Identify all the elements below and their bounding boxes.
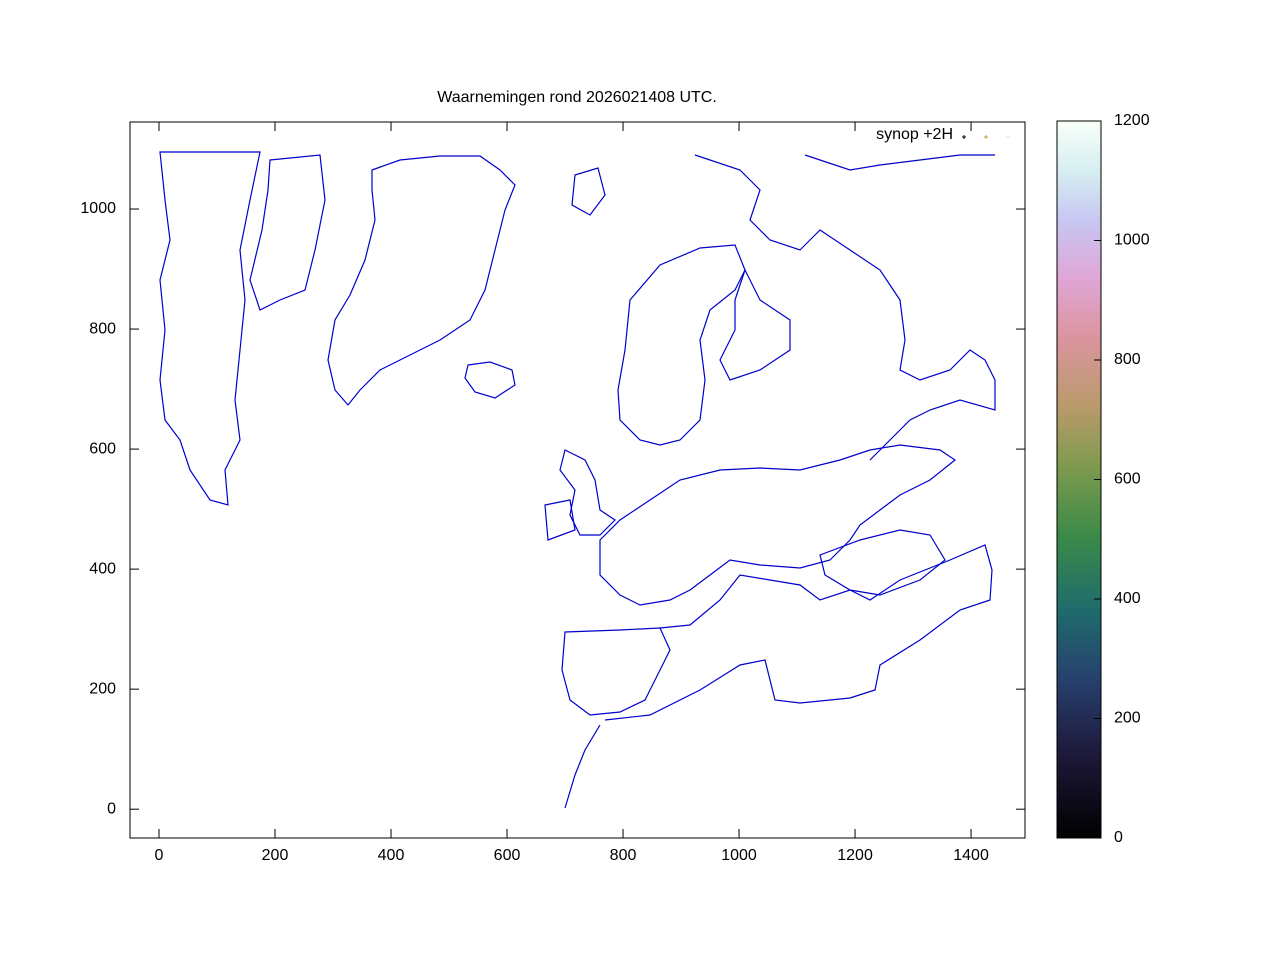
colorbar-tick-label: 0 xyxy=(1114,829,1123,846)
colorbar-tick-label: 200 xyxy=(1114,710,1141,727)
x-tick-label: 600 xyxy=(494,847,521,864)
x-tick-label: 800 xyxy=(610,847,637,864)
x-tick-label: 400 xyxy=(378,847,405,864)
colorbar-tick-label: 1000 xyxy=(1114,232,1150,249)
colorbar-tick-label: 600 xyxy=(1114,471,1141,488)
y-tick-label: 200 xyxy=(89,680,116,697)
colorbar-tick-label: 400 xyxy=(1114,590,1141,607)
legend-marker xyxy=(962,135,966,139)
legend-label: synop +2H xyxy=(876,126,953,143)
x-tick-label: 0 xyxy=(155,847,164,864)
legend-marker xyxy=(984,135,988,139)
chart-title: Waarnemingen rond 2026021408 UTC. xyxy=(437,89,717,106)
legend-marker xyxy=(1006,135,1010,139)
y-tick-label: 1000 xyxy=(80,200,116,217)
x-tick-label: 1400 xyxy=(953,847,989,864)
colorbar-tick-label: 800 xyxy=(1114,351,1141,368)
y-tick-label: 0 xyxy=(107,800,116,817)
y-tick-label: 800 xyxy=(89,320,116,337)
x-tick-label: 1000 xyxy=(721,847,757,864)
colorbar xyxy=(1056,120,1102,839)
y-tick-label: 600 xyxy=(89,440,116,457)
x-tick-label: 200 xyxy=(262,847,289,864)
x-tick-label: 1200 xyxy=(837,847,873,864)
coastline xyxy=(159,151,996,809)
colorbar-tick-label: 1200 xyxy=(1114,112,1150,129)
y-tick-label: 400 xyxy=(89,560,116,577)
plot-frame xyxy=(129,121,1026,839)
